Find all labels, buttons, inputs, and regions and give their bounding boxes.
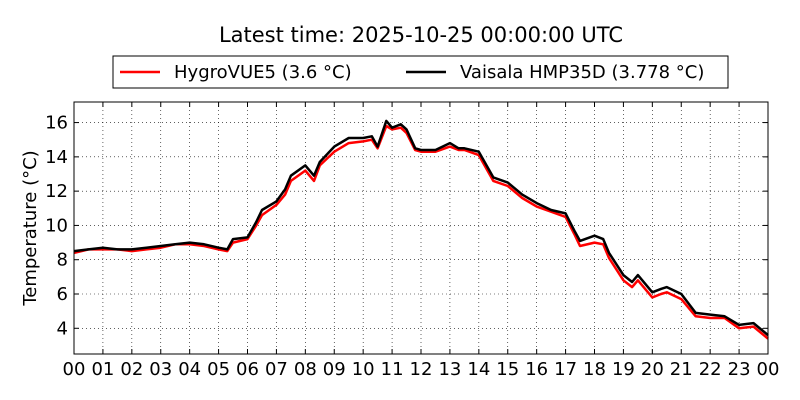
plot-frame [73, 101, 769, 355]
x-tick-label: 22 [699, 359, 722, 380]
y-tick-label: 8 [57, 250, 68, 271]
series-lines [73, 119, 769, 340]
x-tick-label: 17 [554, 359, 577, 380]
legend-label-series-2: Vaisala HMP35D (3.778 °C) [460, 62, 704, 83]
y-tick-label: 6 [57, 284, 68, 305]
x-tick-label: 18 [583, 359, 606, 380]
x-tick-label: 08 [294, 359, 317, 380]
x-tick-label: 15 [496, 359, 519, 380]
x-tick-label: 02 [120, 359, 143, 380]
y-tick-label: 12 [45, 181, 68, 202]
series-line-2 [73, 119, 769, 337]
x-tick-label: 10 [352, 359, 375, 380]
legend-label-series-1: HygroVUE5 (3.6 °C) [174, 62, 352, 83]
x-tick-label: 21 [670, 359, 693, 380]
chart-title: Latest time: 2025-10-25 00:00:00 UTC [219, 23, 623, 47]
x-tick-label: 01 [91, 359, 114, 380]
y-tick-label: 4 [57, 318, 68, 339]
x-tick-label: 14 [467, 359, 490, 380]
series-line-1 [73, 124, 769, 340]
x-tick-label: 16 [525, 359, 548, 380]
x-tick-label: 11 [381, 359, 404, 380]
y-tick-label: 14 [45, 147, 68, 168]
y-tick-label: 10 [45, 215, 68, 236]
x-tick-label: 06 [236, 359, 259, 380]
x-tick-label: 00 [757, 359, 780, 380]
x-tick-label: 13 [438, 359, 461, 380]
x-tick-label: 12 [410, 359, 433, 380]
x-tick-label: 03 [149, 359, 172, 380]
x-tick-label: 23 [728, 359, 751, 380]
y-axis-label: Temperature (°C) [20, 150, 41, 306]
x-tick-label: 04 [178, 359, 201, 380]
x-tick-label: 05 [207, 359, 230, 380]
y-tick-label: 16 [45, 113, 68, 134]
legend: HygroVUE5 (3.6 °C) Vaisala HMP35D (3.778… [112, 55, 729, 89]
x-tick-label: 19 [612, 359, 635, 380]
x-tick-label: 00 [63, 359, 86, 380]
x-tick-label: 20 [641, 359, 664, 380]
x-tick-label: 09 [323, 359, 346, 380]
y-axis: 4 6 8 10 12 14 16 [45, 113, 768, 339]
x-axis: 00 01 02 03 04 05 06 07 08 09 10 11 12 13 14 15 16 17 18 19… [63, 102, 780, 380]
x-tick-label: 07 [265, 359, 288, 380]
grid [74, 102, 768, 354]
